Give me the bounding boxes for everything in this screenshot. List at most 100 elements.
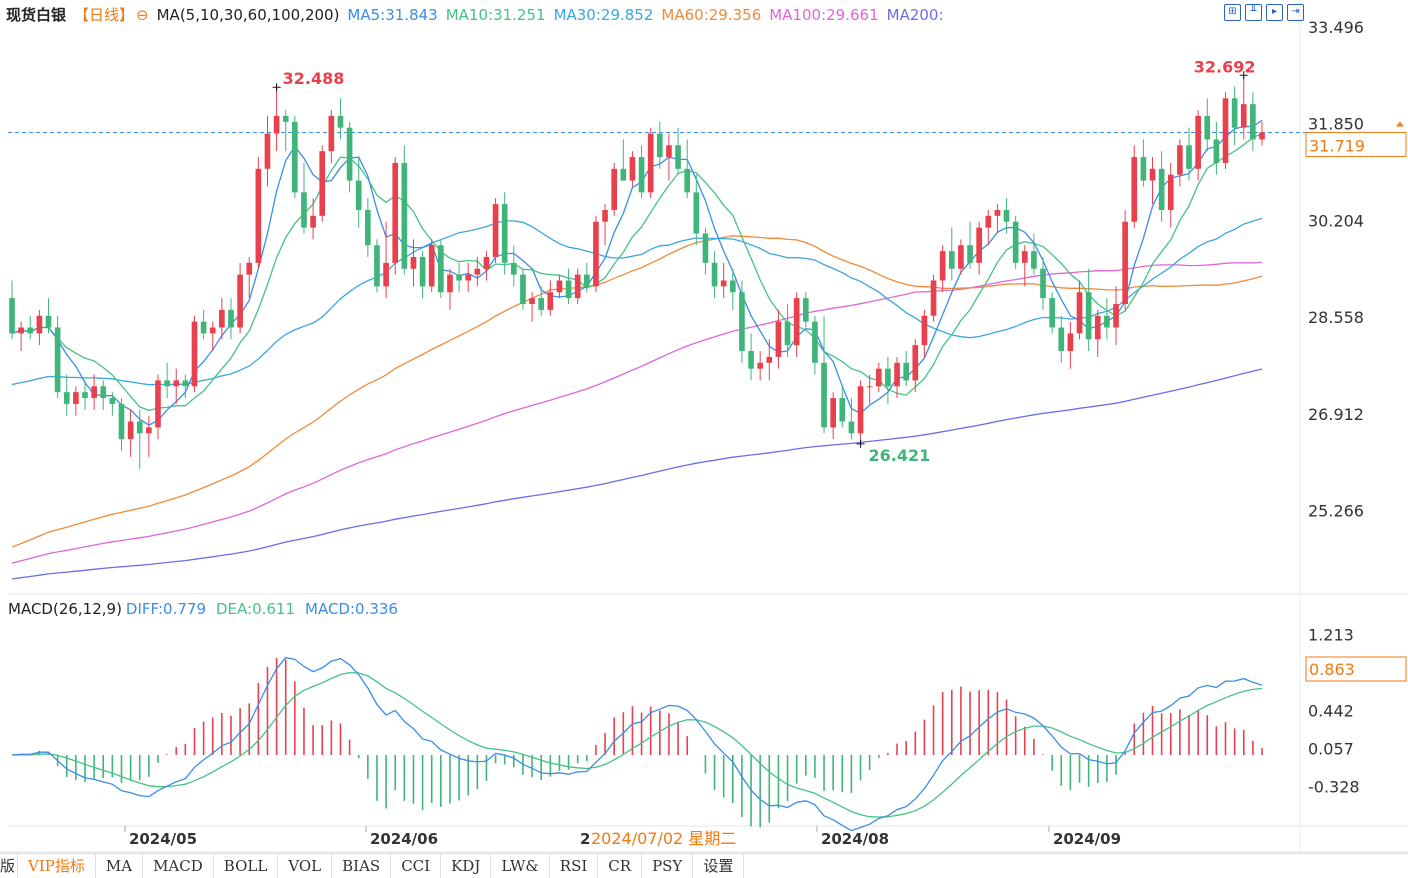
candle — [1076, 280, 1083, 340]
candle-body — [1167, 174, 1174, 210]
candle-body — [684, 168, 691, 193]
candle-body — [857, 386, 864, 434]
candle-body — [173, 380, 180, 387]
candle — [857, 380, 864, 444]
candle — [994, 204, 1001, 234]
candle-body — [273, 115, 280, 134]
candle — [1204, 98, 1211, 152]
candle — [611, 162, 618, 216]
extreme-marker — [1239, 71, 1248, 80]
candle — [757, 351, 764, 381]
candle — [602, 204, 608, 246]
candle — [967, 221, 973, 269]
line-chart-icon[interactable]: ⇥ — [1287, 4, 1304, 21]
bar-chart-icon[interactable]: ╨ — [1245, 4, 1262, 21]
candle — [1222, 92, 1229, 169]
candle-body — [36, 315, 43, 334]
macd-dea-value: DEA:0.611 — [215, 600, 296, 618]
tab-settings[interactable]: 设置 — [693, 854, 745, 878]
candle-body — [282, 115, 289, 122]
tab-macd[interactable]: MACD — [143, 854, 214, 878]
ma60-line — [11, 235, 1263, 548]
tab-rsi[interactable]: RSI — [550, 854, 599, 878]
tab-vol[interactable]: VOL — [278, 854, 333, 878]
ma60-value: MA60:29.356 — [661, 6, 762, 24]
candle-body — [729, 280, 736, 293]
candle — [629, 151, 636, 187]
candle-body — [885, 368, 891, 387]
candle-chart-icon[interactable]: ▸ — [1266, 4, 1283, 21]
candle-body — [1012, 221, 1019, 263]
candle-body — [611, 168, 618, 210]
candle — [164, 362, 170, 399]
candle — [127, 409, 134, 457]
candle-body — [374, 245, 380, 287]
candle-body — [255, 168, 262, 263]
candle-body — [419, 256, 426, 287]
candle — [237, 262, 243, 334]
candle — [63, 374, 70, 416]
tab-cr[interactable]: CR — [598, 854, 643, 878]
candle — [319, 145, 326, 222]
collapse-icon[interactable]: ⊖ — [136, 6, 149, 24]
tab-vip[interactable]: VIP指标 — [18, 854, 96, 878]
candle — [656, 121, 663, 169]
tab-lw[interactable]: LW& — [491, 854, 550, 878]
macd-tick-label: 0.057 — [1308, 739, 1354, 758]
tab-boll[interactable]: BOLL — [214, 854, 279, 878]
macd-current-box — [1305, 656, 1407, 682]
candle — [784, 304, 791, 357]
candle-body — [766, 356, 773, 363]
candle-body — [775, 321, 782, 357]
tab-cci[interactable]: CCI — [391, 854, 442, 878]
candle — [939, 245, 946, 293]
grid — [0, 0, 1408, 853]
tab-ma[interactable]: MA — [96, 854, 144, 878]
candle-body — [1049, 298, 1055, 328]
candle — [1049, 292, 1055, 334]
period-selector[interactable]: 【日线】 — [74, 6, 135, 24]
candle — [885, 356, 891, 404]
candle — [474, 256, 481, 287]
ma100-line — [11, 261, 1263, 564]
candle-body — [501, 204, 508, 263]
current-price-label: 31.719 — [1309, 136, 1365, 155]
candle-body — [921, 315, 928, 346]
layout-icon[interactable]: ⊞ — [1224, 4, 1241, 21]
candle-body — [812, 321, 818, 363]
candle — [748, 333, 754, 381]
candle-body — [346, 127, 353, 181]
candle-body — [492, 204, 499, 257]
candle — [638, 145, 645, 199]
candle — [875, 362, 882, 393]
candle-body — [675, 145, 681, 169]
candle-body — [894, 362, 900, 387]
tab-psy[interactable]: PSY — [642, 854, 694, 878]
candle — [483, 251, 490, 281]
instrument-title[interactable]: 现货白银 — [6, 6, 67, 24]
candle — [720, 262, 727, 299]
candle-body — [574, 274, 581, 299]
tab-bias[interactable]: BIAS — [332, 854, 392, 878]
tab-version[interactable]: 版 — [0, 854, 19, 878]
macd-label[interactable]: MACD(26,12,9) — [8, 600, 122, 618]
candle-body — [410, 256, 417, 269]
candle — [848, 398, 855, 440]
candle — [419, 251, 426, 299]
ma-label[interactable]: MA(5,10,30,60,100,200) — [156, 6, 340, 24]
candle-body — [438, 245, 444, 293]
candle — [428, 239, 435, 293]
candle — [346, 121, 353, 193]
candle-body — [1040, 268, 1046, 299]
candle — [1012, 215, 1019, 269]
extreme-marker — [856, 439, 865, 448]
candle — [729, 268, 736, 310]
candle — [465, 262, 472, 293]
candle-body — [1140, 157, 1147, 181]
candle-body — [465, 274, 472, 281]
candle-body — [547, 292, 554, 310]
candle — [410, 239, 417, 287]
tab-kdj[interactable]: KDJ — [441, 854, 492, 878]
candle-body — [939, 251, 946, 281]
